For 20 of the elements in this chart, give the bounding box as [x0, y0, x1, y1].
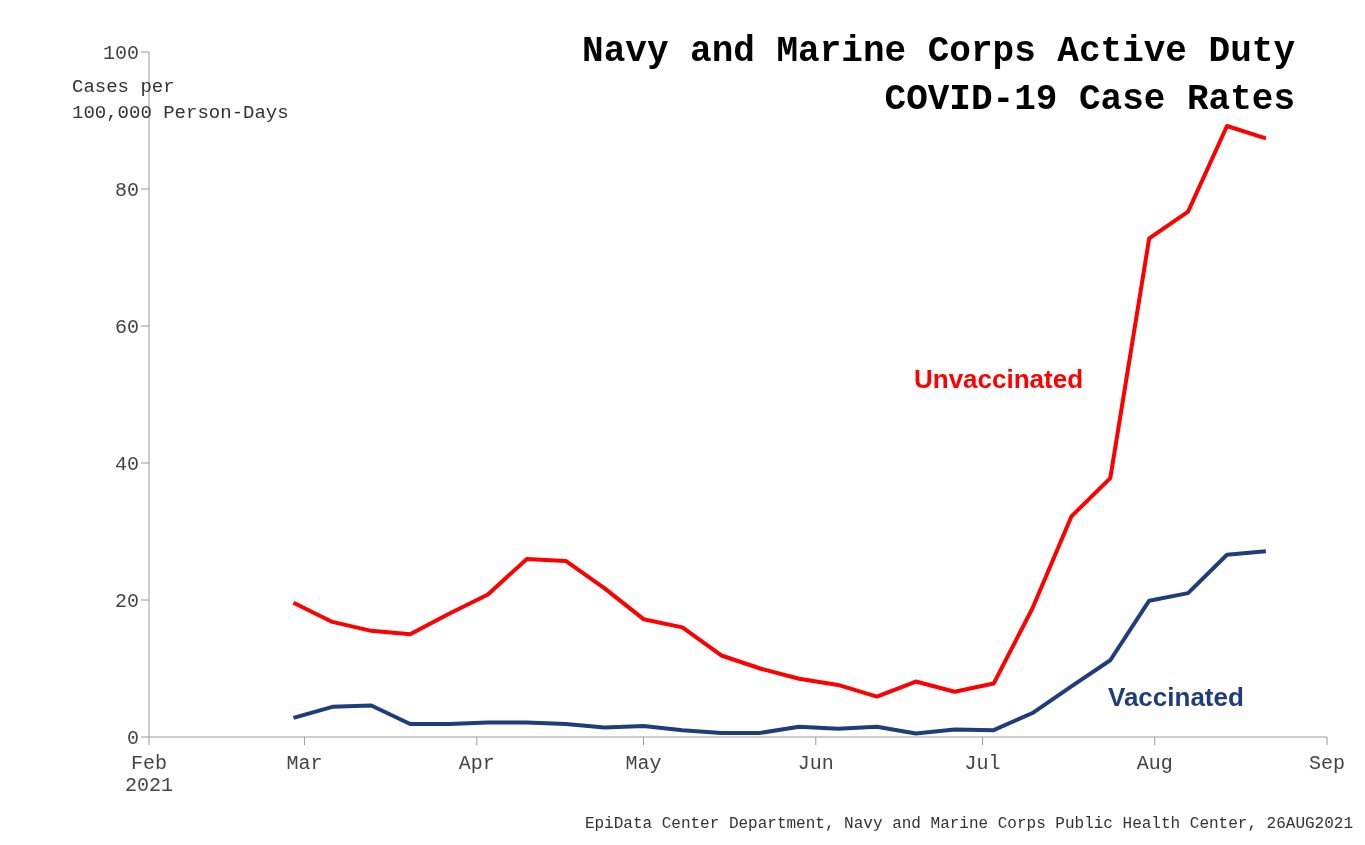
x-tick-label: Aug: [1136, 752, 1173, 775]
x-tick-label: Apr: [458, 752, 495, 775]
line-series: [291, 549, 1268, 736]
text: EpiData Center Department, Navy and Marine Corps Public Health Center, 26AUG2021: [584, 815, 1353, 833]
y-tick-label: 40: [114, 453, 139, 477]
series-label: Vaccinated: [1108, 682, 1244, 713]
x-tick-label: Jun: [797, 752, 834, 775]
x-tick-label: May: [625, 752, 662, 775]
x-tick-label: Mar: [286, 752, 323, 775]
y-axis-title: Cases per 100,000 Person-Days: [72, 75, 289, 126]
y-tick-label: 100: [102, 42, 139, 66]
x-tick-label: Sep: [1308, 752, 1346, 775]
chart-title: Navy and Marine Corps Active Duty COVID-19 Case Rates: [582, 30, 1295, 122]
y-tick-label: 20: [114, 590, 139, 614]
y-tick-label: 80: [114, 179, 139, 203]
x-tick-label: Feb 2021: [124, 752, 174, 797]
y-tick-label: 0: [126, 727, 139, 751]
y-tick-label: 60: [114, 316, 139, 340]
series-label: Unvaccinated: [914, 364, 1084, 395]
x-tick-label: Jul: [964, 752, 1001, 775]
